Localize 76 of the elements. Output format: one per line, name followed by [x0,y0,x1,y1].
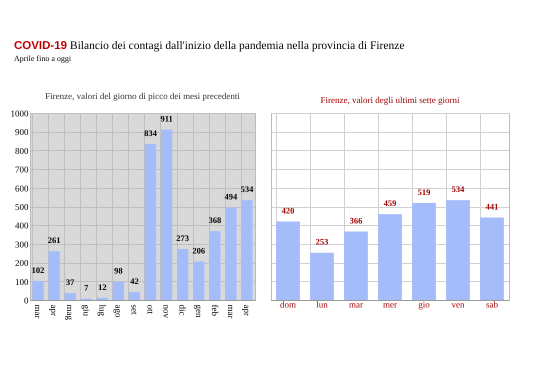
bar [112,282,124,300]
data-label: 98 [114,266,123,276]
bar [32,280,44,300]
bar [128,292,140,300]
data-label: 206 [192,245,206,256]
x-tick-label: lug [97,304,108,316]
data-label: 42 [130,276,139,286]
x-tick-label: nov [162,304,172,318]
y-tick-label: 900 [15,127,29,138]
y-tick-label: 400 [15,220,29,231]
bar [64,293,76,300]
x-tick-label: ott [146,304,156,314]
x-tick-label: giu [81,304,92,316]
data-label: 459 [384,198,396,208]
bar [225,208,237,300]
data-label: 368 [208,215,222,226]
x-tick-label: ven [452,300,465,310]
data-label: 261 [48,235,60,246]
y-tick-label: 1000 [10,108,29,118]
data-label: 441 [486,202,498,212]
bar [241,200,253,300]
x-tick-label: mer [383,300,397,310]
bar [177,248,188,300]
bar [378,214,402,300]
x-tick-label: gio [418,300,430,310]
data-label: 534 [240,184,254,194]
data-label: 273 [176,232,190,243]
y-tick-label: 200 [15,258,29,268]
bar [144,144,156,300]
bar [310,252,334,300]
x-tick-label: lun [316,300,328,310]
x-tick-label: gen [194,304,204,318]
bar [276,221,300,300]
text: Aprile fino a oggi [14,54,72,63]
x-tick-label: apr [49,304,60,316]
y-tick-label: 700 [15,164,29,175]
x-tick-label: mar [33,304,44,318]
chart-title: Firenze, valori degli ultimi sette giorni [320,95,460,105]
y-tick-label: 600 [15,183,29,194]
data-label: 911 [160,114,173,124]
data-label: 834 [144,128,158,138]
bar [480,218,504,300]
x-tick-label: sab [486,300,498,310]
bar [160,130,172,300]
data-label: 253 [316,236,328,247]
chart-title: Firenze, valori del giorno di picco dei mesi precedenti [45,91,240,101]
bar [48,251,60,300]
data-label: 102 [32,264,44,275]
x-tick-label: set [129,304,140,315]
bar [344,232,368,300]
y-tick-label: 0 [24,296,29,306]
data-label: 519 [418,186,430,197]
y-tick-label: 100 [15,276,29,287]
bar [209,231,220,300]
bar [446,200,470,300]
y-tick-label: 800 [15,146,29,156]
data-label: 494 [224,192,238,202]
x-tick-label: mar [349,300,363,310]
bar [412,202,436,300]
data-label: 12 [98,282,107,292]
x-tick-label: mar [226,304,236,318]
bar [193,261,204,300]
data-label: 7 [84,282,90,293]
text: COVID-19 Bilancio dei contagi dall'inizio della pandemia nella provincia di Firenze [14,40,404,52]
x-tick-label: dom [280,300,296,310]
data-label: 420 [282,205,294,216]
y-tick-label: 500 [15,202,29,212]
data-label: 534 [452,184,466,194]
x-tick-label: ago [113,304,124,318]
data-label: 37 [66,277,76,288]
x-tick-label: dic [178,304,188,316]
x-tick-label: apr [242,304,252,316]
y-tick-label: 300 [15,239,29,250]
x-tick-label: feb [210,304,220,316]
x-tick-label: mag [65,304,76,320]
data-label: 366 [350,216,362,226]
